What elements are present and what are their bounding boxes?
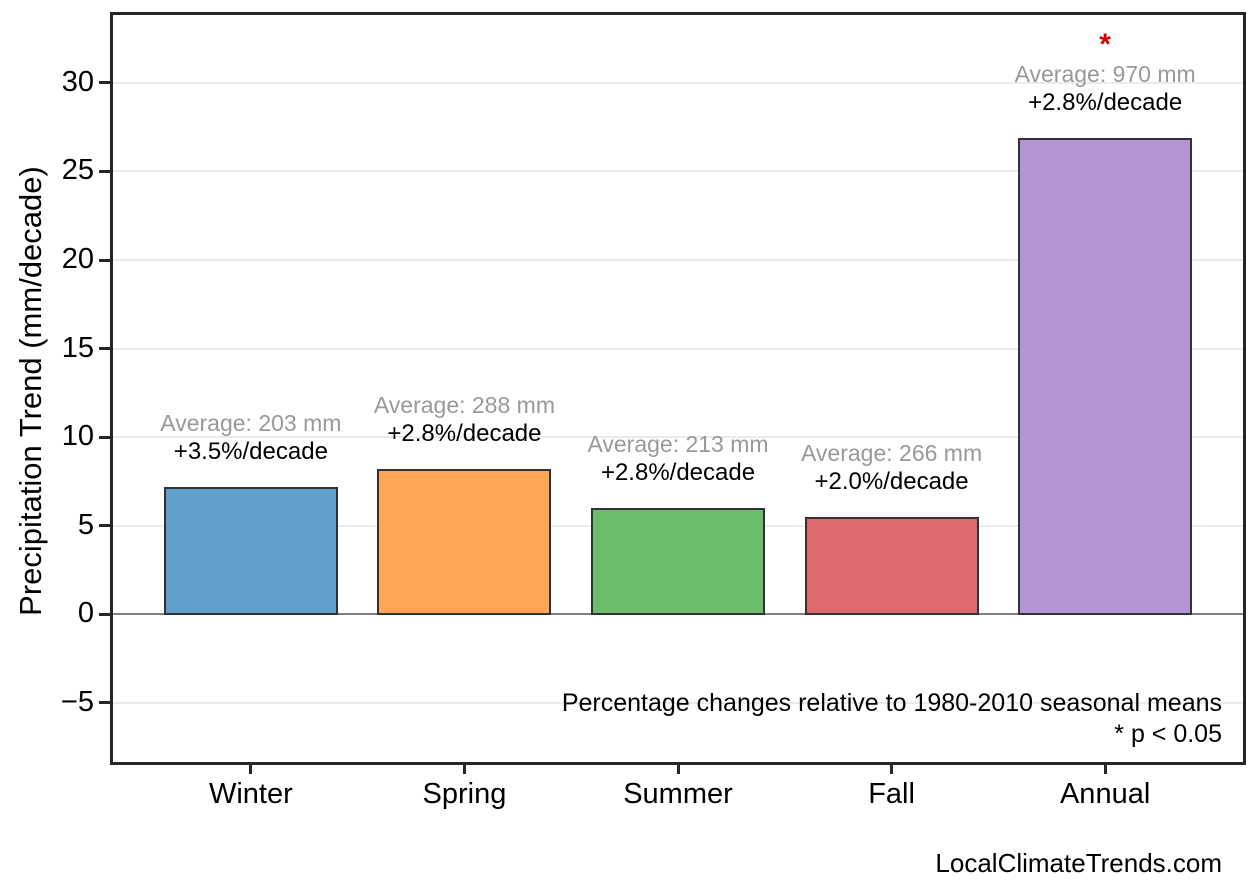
bar-annotation-annual: * Average: 970 mm +2.8%/decade	[935, 27, 1258, 118]
bar-annotation-winter: Average: 203 mm +3.5%/decade	[81, 409, 421, 467]
y-tick-mark	[99, 81, 110, 85]
x-tick-mark	[1103, 765, 1107, 774]
y-tick-label: 20	[61, 243, 94, 276]
bar-annotation-summer: Average: 213 mm +2.8%/decade	[508, 430, 848, 488]
average-label: Average: 266 mm	[801, 439, 983, 466]
percent-trend-label: +2.8%/decade	[600, 459, 756, 487]
gridline	[113, 436, 1243, 439]
bar-summer	[591, 508, 765, 616]
y-tick-mark	[99, 258, 110, 262]
y-tick-label: 10	[61, 420, 94, 453]
average-label: Average: 213 mm	[587, 431, 769, 458]
bar-winter	[163, 486, 338, 616]
y-tick-label: 5	[77, 508, 94, 541]
x-tick-label-annual: Annual	[1059, 778, 1151, 810]
x-tick-mark	[890, 765, 894, 774]
y-axis-label: Precipitation Trend (mm/decade)	[13, 166, 48, 616]
y-tick-mark	[99, 701, 110, 705]
y-tick-label: 30	[61, 65, 94, 98]
x-tick-mark	[249, 765, 253, 774]
x-tick-label-spring: Spring	[422, 778, 507, 810]
gridline	[113, 701, 1243, 704]
percent-trend-label: +2.8%/decade	[1028, 88, 1183, 116]
note-line-1: Percentage changes relative to 1980-2010…	[561, 689, 1222, 717]
y-tick-label: 0	[77, 597, 94, 630]
gridline	[113, 347, 1243, 350]
y-tick-label: 15	[61, 331, 94, 364]
average-label: Average: 288 mm	[373, 392, 555, 419]
gridline	[113, 81, 1243, 84]
chart-note: Percentage changes relative to 1980-2010…	[562, 688, 1222, 750]
gridline	[113, 170, 1243, 173]
percent-trend-label: +2.8%/decade	[387, 420, 542, 448]
x-tick-label-winter: Winter	[208, 778, 293, 810]
percent-trend-label: +3.5%/decade	[173, 437, 328, 465]
y-tick-mark	[99, 524, 110, 528]
y-tick-mark	[99, 612, 110, 616]
watermark: LocalClimateTrends.com	[935, 848, 1222, 878]
y-tick-mark	[99, 435, 110, 439]
y-tick-mark	[99, 169, 110, 173]
x-tick-label-summer: Summer	[623, 778, 733, 810]
x-tick-mark	[462, 765, 466, 774]
bar-annotation-spring: Average: 288 mm +2.8%/decade	[294, 391, 634, 449]
average-label: Average: 970 mm	[1014, 60, 1196, 87]
average-label: Average: 203 mm	[160, 409, 342, 436]
bar-fall	[804, 516, 979, 616]
gridline	[113, 259, 1243, 262]
significance-asterisk: *	[1099, 27, 1111, 61]
note-line-2: * p < 0.05	[1114, 720, 1222, 748]
bar-annual	[1018, 137, 1193, 616]
y-tick-label: 25	[61, 154, 94, 187]
x-tick-mark	[676, 765, 680, 774]
bar-annotation-fall: Average: 266 mm +2.0%/decade	[722, 439, 1062, 497]
y-tick-label: −5	[60, 685, 94, 718]
percent-trend-label: +2.0%/decade	[814, 467, 969, 495]
bar-spring	[377, 469, 552, 616]
x-tick-label-fall: Fall	[868, 778, 915, 810]
y-tick-mark	[99, 347, 110, 351]
